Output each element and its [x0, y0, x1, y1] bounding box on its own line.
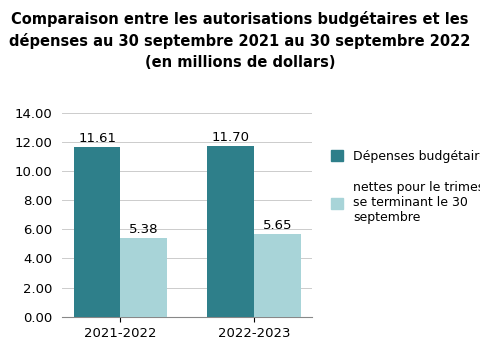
Text: 11.61: 11.61 — [78, 132, 116, 145]
Bar — [207, 146, 254, 317]
Text: Comparaison entre les autorisations budgétaires et les
dépenses au 30 septembre : Comparaison entre les autorisations budg… — [9, 11, 471, 70]
Bar — [74, 147, 120, 317]
Text: 5.38: 5.38 — [129, 223, 158, 236]
Text: 11.70: 11.70 — [212, 131, 250, 144]
Bar — [254, 234, 300, 317]
Bar — [120, 238, 167, 317]
Legend: Dépenses budgétaires, nettes pour le trimestre
se terminant le 30
septembre: Dépenses budgétaires, nettes pour le tri… — [331, 150, 480, 224]
Text: 5.65: 5.65 — [263, 219, 292, 232]
